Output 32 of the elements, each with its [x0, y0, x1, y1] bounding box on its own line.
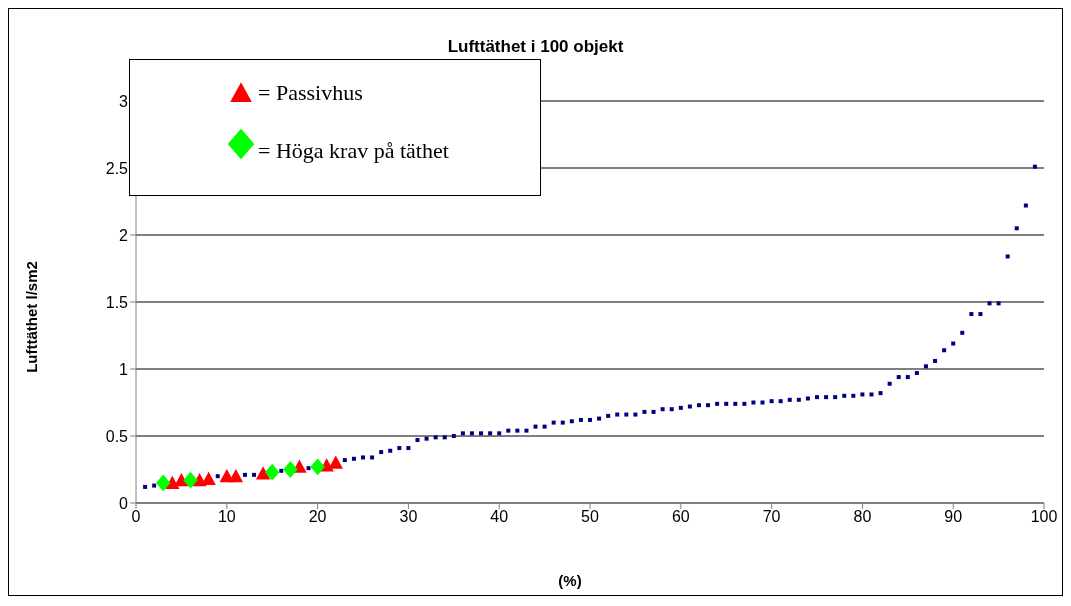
x-tick-label: 50 [581, 508, 599, 526]
point [283, 461, 298, 478]
x-tick-label: 10 [217, 508, 236, 526]
point [265, 463, 280, 481]
x-tick-label: 90 [944, 508, 963, 526]
x-tick-label: 80 [853, 508, 872, 526]
legend-label: = Höga krav på täthet [258, 138, 449, 164]
y-tick-label: 1.5 [105, 293, 129, 311]
x-tick-label: 40 [490, 508, 509, 526]
x-tick-label: 20 [308, 508, 327, 526]
point [328, 455, 343, 469]
y-tick-label: 0.5 [105, 427, 129, 445]
chart-title: Lufttäthet i 100 objekt [446, 37, 625, 57]
point [255, 466, 271, 480]
x-axis-title: (%) [557, 572, 583, 589]
point [183, 471, 198, 489]
point [201, 471, 216, 485]
y-tick-label: 3 [119, 92, 129, 110]
point [156, 474, 171, 492]
legend-label: = Passivhus [258, 80, 363, 106]
x-tick-label: 30 [399, 508, 418, 526]
x-tick-label: 60 [671, 508, 690, 526]
x-tick-label: 70 [762, 508, 781, 526]
y-axis-title: Lufttäthet l/sm2 [22, 261, 40, 373]
point [310, 458, 325, 476]
x-tick-label: 100 [1030, 508, 1058, 526]
y-tick-label: 2.5 [105, 159, 129, 177]
y-tick-label: 0 [119, 494, 129, 512]
point [228, 469, 244, 483]
y-tick-label: 2 [119, 226, 129, 244]
y-tick-label: 1 [119, 360, 129, 378]
x-tick-label: 0 [131, 508, 141, 526]
